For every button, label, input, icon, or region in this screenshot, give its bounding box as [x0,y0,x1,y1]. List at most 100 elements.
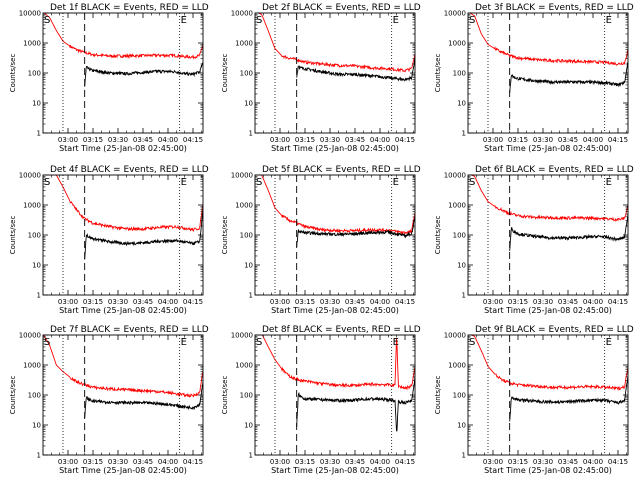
y-tick-label: 10 [457,262,466,270]
x-tick-label: 03:45 [558,136,578,144]
panel-title: Det 8f BLACK = Events, RED = LLD [262,325,421,335]
end-marker-label: E [606,337,612,348]
x-tick-label: 04:00 [370,458,390,466]
y-tick-label: 1000 [235,362,253,370]
x-axis-label: Start Time (25-Jan-08 02:45:00) [484,306,612,315]
series-lld-line [468,175,628,222]
y-tick-label: 1 [462,130,466,138]
panel-title: Det 3f BLACK = Events, RED = LLD [475,3,634,13]
series-lld-line [255,13,415,73]
x-tick-label: 03:15 [83,136,103,144]
start-marker-label: S [469,15,475,26]
x-tick-label: 03:15 [295,298,315,306]
x-axis-label: Start Time (25-Jan-08 02:45:00) [59,144,187,153]
y-tick-label: 100 [240,232,253,240]
plot-area [255,335,415,432]
panel-title: Det 9f BLACK = Events, RED = LLD [475,325,634,335]
start-marker-label: S [44,15,50,26]
x-tick-label: 04:15 [395,458,415,466]
y-axis-label: Counts/sec [9,376,17,415]
x-tick-label: 03:45 [133,136,153,144]
x-axis-label: Start Time (25-Jan-08 02:45:00) [271,144,399,153]
start-marker-label: S [469,177,475,188]
series-lld-line [43,13,203,60]
y-axis-label: Counts/sec [434,216,442,255]
end-marker-label: E [181,337,187,348]
x-tick-label: 03:00 [58,458,78,466]
y-tick-label: 10 [244,262,253,270]
x-tick-label: 03:00 [483,298,503,306]
start-marker-label: S [44,337,50,348]
x-tick-label: 03:45 [133,458,153,466]
x-tick-label: 03:15 [295,136,315,144]
x-tick-label: 04:00 [370,298,390,306]
x-tick-label: 04:15 [608,298,628,306]
plot-area [43,175,203,260]
y-tick-label: 1000 [235,40,253,48]
x-tick-label: 04:00 [370,136,390,144]
x-axis-label: Start Time (25-Jan-08 02:45:00) [271,466,399,475]
start-marker-label: S [256,337,262,348]
y-tick-label: 1 [37,452,41,460]
y-tick-label: 1000 [23,40,41,48]
x-tick-label: 03:30 [533,136,553,144]
x-tick-label: 03:30 [533,298,553,306]
series-lld-line [255,335,415,391]
x-tick-label: 03:30 [108,136,128,144]
x-tick-label: 03:15 [508,458,528,466]
end-marker-label: E [181,177,187,188]
x-axis-label: Start Time (25-Jan-08 02:45:00) [59,466,187,475]
y-tick-label: 100 [453,392,466,400]
start-marker-label: S [44,177,50,188]
y-tick-label: 100 [453,70,466,78]
y-tick-label: 10 [244,422,253,430]
x-tick-label: 04:15 [608,136,628,144]
x-axis-label: Start Time (25-Jan-08 02:45:00) [484,144,612,153]
y-tick-label: 1 [462,292,466,300]
y-tick-label: 10 [32,100,41,108]
x-tick-label: 04:15 [183,458,203,466]
y-tick-label: 10000 [19,332,41,340]
x-tick-label: 03:00 [58,298,78,306]
y-tick-label: 10000 [19,172,41,180]
panel-title: Det 2f BLACK = Events, RED = LLD [262,3,421,13]
x-axis-label: Start Time (25-Jan-08 02:45:00) [484,466,612,475]
x-tick-label: 03:30 [320,136,340,144]
end-marker-label: E [181,15,187,26]
axes-frame [254,334,416,456]
x-tick-label: 03:45 [558,458,578,466]
y-axis-label: Counts/sec [434,54,442,93]
y-tick-label: 100 [28,392,41,400]
x-tick-label: 03:00 [483,458,503,466]
series-lld-line [43,175,203,233]
y-tick-label: 10000 [231,10,253,18]
x-tick-label: 04:00 [158,136,178,144]
plot-area [43,335,203,418]
y-tick-label: 10 [457,100,466,108]
y-tick-label: 10000 [19,10,41,18]
x-tick-label: 03:30 [108,458,128,466]
x-tick-label: 03:30 [320,298,340,306]
x-tick-label: 03:00 [483,136,503,144]
y-tick-label: 1 [37,292,41,300]
x-tick-label: 03:45 [345,298,365,306]
end-marker-label: E [606,15,612,26]
axes-frame [467,334,629,456]
panel-title: Det 7f BLACK = Events, RED = LLD [50,325,209,335]
y-axis-label: Counts/sec [9,216,17,255]
series-events-line [296,216,415,248]
plot-area [468,175,628,251]
y-tick-label: 1000 [448,362,466,370]
y-tick-label: 100 [240,392,253,400]
series-lld-line [468,335,628,392]
end-marker-label: E [393,177,399,188]
series-events-line [296,376,415,432]
y-tick-label: 10000 [231,332,253,340]
series-events-line [509,61,628,93]
